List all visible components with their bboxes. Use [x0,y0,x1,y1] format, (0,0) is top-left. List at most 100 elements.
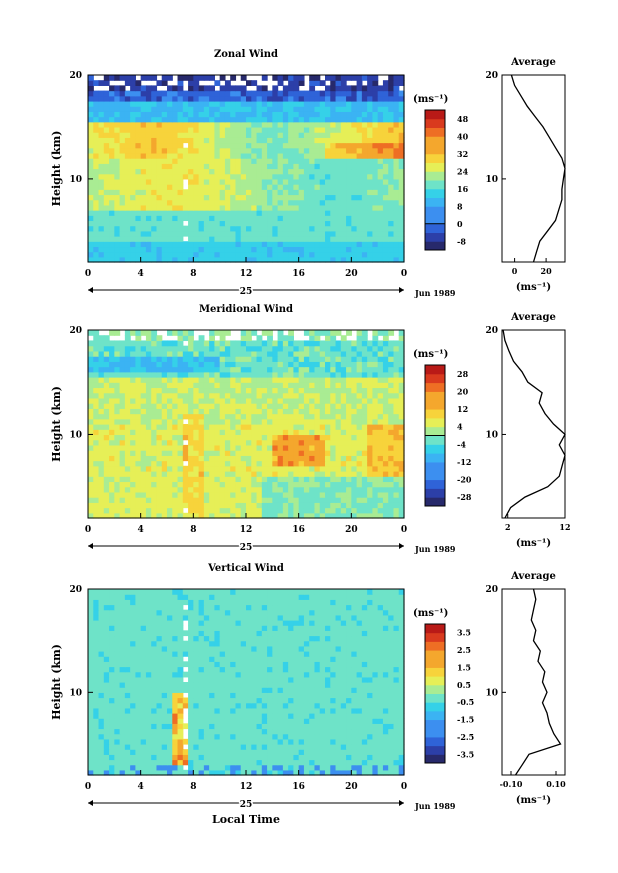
heatmap-cell [367,251,373,258]
heatmap-cell [330,507,337,514]
heatmap-cell [340,460,347,467]
heatmap-cell [330,178,337,185]
heatmap-cell [330,335,337,342]
heatmap-cell [398,215,405,222]
colorbar-swatch [425,171,445,181]
heatmap-cell [103,236,110,242]
heatmap-cell [372,340,379,347]
heatmap-cell [156,413,163,420]
heatmap-cell [372,382,379,389]
heatmap-cell [145,392,152,399]
heatmap-cell [230,152,237,159]
heatmap-cell [340,111,347,118]
heatmap-cell [114,424,121,430]
heatmap-cell [219,116,226,123]
heatmap-cell [119,132,126,138]
heatmap-cell [346,137,352,144]
heatmap-cell [377,718,384,724]
heatmap-cell [246,408,252,415]
heatmap-cell [219,184,226,190]
heatmap-cell [193,121,200,128]
heatmap-cell [124,215,131,222]
heatmap-cell [288,111,294,118]
heatmap-cell [140,733,147,740]
heatmap-cell [367,429,373,436]
heatmap-cell [282,769,289,776]
heatmap-cell [209,194,215,201]
heatmap-cell [135,100,142,107]
heatmap-cell [246,434,252,441]
heatmap-cell [314,408,321,415]
heatmap-cell [182,225,189,232]
heatmap-cell [188,491,194,498]
heatmap-cell [398,723,405,730]
heatmap-cell [372,256,379,263]
heatmap-cell [261,184,268,190]
heatmap-cell [377,759,384,766]
heatmap-cell [135,95,142,102]
heatmap-cell [188,210,194,216]
heatmap-cell [288,241,294,248]
heatmap-cell [98,158,105,164]
heatmap-cell [388,497,395,503]
heatmap-cell [240,356,247,362]
heatmap-cell [167,340,173,347]
heatmap-cell [272,178,279,185]
heatmap-cell [88,173,94,180]
heatmap-cell [98,142,105,149]
heatmap-cell [361,424,368,430]
heatmap-cell [103,460,110,467]
heatmap-cell [251,210,258,216]
heatmap-cell [140,95,147,102]
heatmap-cell [372,502,379,509]
heatmap-cell [277,142,284,149]
heatmap-cell [114,350,121,357]
heatmap-cell [140,137,147,144]
heatmap-cell [235,497,242,503]
heatmap-cell [298,75,305,81]
heatmap-cell [145,413,152,420]
heatmap-cell [335,424,342,430]
heatmap-cell [335,429,342,436]
heatmap-cell [340,100,347,107]
heatmap-cell [335,403,342,409]
heatmap-cell [288,497,294,503]
heatmap-cell [293,429,300,436]
heatmap-cell [382,733,389,740]
heatmap-cell [351,178,358,185]
heatmap-cell [224,392,231,399]
heatmap-cell [230,126,237,133]
heatmap-cell [140,121,147,128]
average-line [502,329,566,519]
heatmap-cell [130,759,136,766]
heatmap-cell [240,382,247,389]
heatmap-cell [277,230,284,237]
heatmap-cell [203,256,210,263]
colorbar-tick-label: -28 [457,492,472,502]
heatmap-cell [156,460,163,467]
heatmap-cell [356,106,363,112]
heatmap-cell [219,147,226,154]
heatmap-cell [214,764,221,771]
heatmap-cell [198,230,205,237]
heatmap-cell [219,330,226,336]
heatmap-cell [398,204,405,211]
heatmap-cell [214,210,221,216]
heatmap-cell [398,759,405,766]
heatmap-cell [135,189,142,196]
heatmap-cell [309,189,316,196]
heatmap-cell [340,199,347,206]
heatmap-cell [346,168,352,175]
heatmap-cell [188,403,194,409]
heatmap-cell [256,116,263,123]
heatmap-cell [103,168,110,175]
heatmap-cell [219,137,226,144]
heatmap-cell [309,178,316,185]
heatmap-cell [198,418,205,425]
heatmap-cell [161,718,168,724]
heatmap-cell [393,371,400,378]
heatmap-cell [161,418,168,425]
heatmap-cell [340,220,347,227]
heatmap-cell [335,397,342,404]
heatmap-cell [93,418,100,425]
